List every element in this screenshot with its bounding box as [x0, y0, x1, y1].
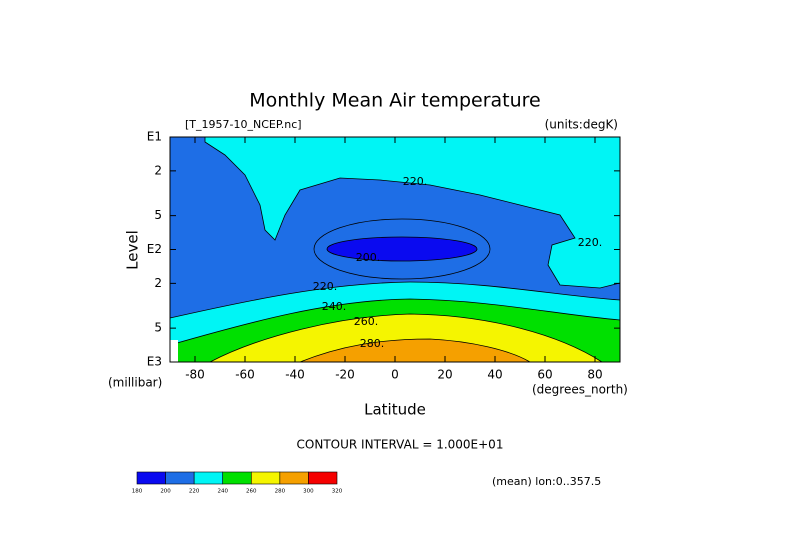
x-tick-label: -20	[335, 368, 355, 382]
x-tick-label: -60	[235, 368, 255, 382]
colorbar-label: 260	[246, 489, 257, 495]
x-axis-title: Latitude	[364, 401, 426, 419]
contour-label: 260.	[354, 315, 379, 328]
colorbar-box	[308, 471, 338, 485]
y-axis-title: Level	[124, 230, 142, 270]
contour-label: 220.	[313, 280, 338, 293]
x-tick-label: -80	[185, 368, 205, 382]
colorbar-label: 200	[160, 489, 171, 495]
colorbar-label: 180	[132, 489, 143, 495]
x-tick-label: -40	[285, 368, 305, 382]
average-label: (mean) lon:0..357.5	[492, 475, 601, 488]
colorbar-box	[165, 471, 195, 485]
y-tick-label: E3	[147, 355, 162, 369]
contour-label: 220.	[403, 175, 428, 188]
y-tick-label: E1	[147, 130, 162, 144]
colorbar-box	[279, 471, 309, 485]
colorbar-label: 320	[332, 489, 343, 495]
x-tick-label: 0	[391, 368, 399, 382]
colorbar-box	[250, 471, 281, 485]
contour-region	[209, 313, 604, 363]
colorbar-label: 280	[275, 489, 286, 495]
x-tick-label: 60	[537, 368, 552, 382]
y-unit-label: (millibar)	[108, 376, 162, 390]
y-tick-label: 2	[154, 163, 162, 177]
source-label: [T_1957-10_NCEP.nc]	[185, 118, 302, 131]
colorbar-box	[222, 471, 252, 485]
y-tick-label: E2	[147, 242, 162, 256]
colorbar-box	[136, 471, 166, 485]
contour-label: 220.	[578, 236, 603, 249]
units-label: (units:degK)	[545, 118, 618, 132]
plot-area: 220. 200. 220. 220. 240. 260. 280.	[169, 136, 621, 363]
x-tick-label: 20	[437, 368, 452, 382]
colorbar-label: 220	[189, 489, 200, 495]
x-unit-label: (degrees_north)	[532, 383, 628, 397]
colorbar-label: 300	[303, 489, 314, 495]
chart-title: Monthly Mean Air temperature	[249, 90, 540, 112]
contour-label: 280.	[360, 337, 385, 350]
y-tick-label: 2	[154, 276, 162, 290]
contour-label: 200.	[356, 251, 381, 264]
contour-line	[313, 218, 491, 280]
y-tick-label: 5	[154, 321, 162, 335]
contour-region	[326, 236, 478, 262]
colorbar-box	[193, 471, 224, 485]
missing-area	[170, 340, 178, 362]
contour-label: 240.	[322, 300, 347, 313]
x-tick-label: 40	[487, 368, 502, 382]
contour-interval: CONTOUR INTERVAL = 1.000E+01	[297, 438, 504, 452]
colorbar-label: 240	[217, 489, 228, 495]
contour-region	[204, 136, 621, 289]
y-tick-label: 5	[154, 208, 162, 222]
x-tick-label: 80	[587, 368, 602, 382]
contour-region	[299, 338, 532, 363]
